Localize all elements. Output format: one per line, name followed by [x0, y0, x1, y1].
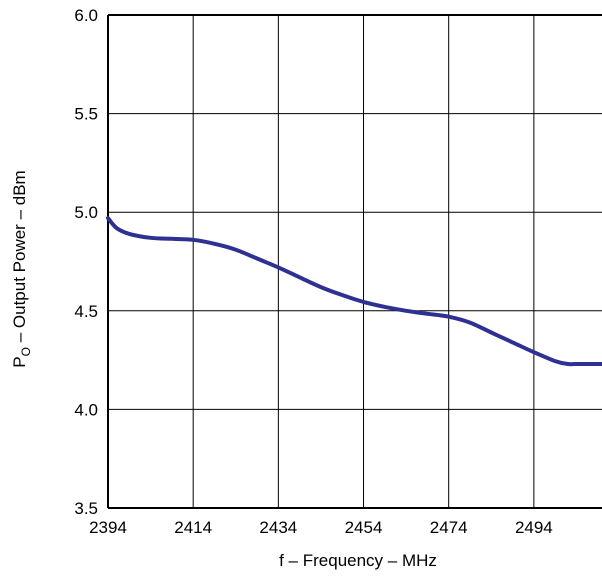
- y-axis-title-subscript: O: [19, 347, 33, 356]
- plot-frame: [107, 14, 602, 509]
- y-axis-title: PO – Output Power – dBm: [10, 170, 33, 367]
- y-tick-labels: 3.5 4.0 4.5 5.0 5.5 6.0: [74, 6, 98, 518]
- x-tick-label: 2394: [89, 518, 127, 537]
- x-tick-label: 2434: [259, 518, 297, 537]
- y-tick-label: 5.5: [74, 105, 98, 124]
- y-tick-label: 4.0: [74, 400, 98, 419]
- output-power-series-line: [106, 216, 602, 367]
- y-tick-label: 6.0: [74, 6, 98, 25]
- x-tick-label: 2454: [345, 518, 383, 537]
- grid: [107, 14, 602, 509]
- y-tick-label: 5.0: [74, 203, 98, 222]
- y-tick-label: 4.5: [74, 302, 98, 321]
- y-tick-label: 3.5: [74, 499, 98, 518]
- y-axis-title-suffix: – Output Power – dBm: [10, 170, 29, 347]
- x-tick-label: 2474: [430, 518, 468, 537]
- y-axis-title-prefix: P: [10, 356, 29, 367]
- x-axis-title: f – Frequency – MHz: [279, 551, 437, 570]
- x-tick-label: 2414: [174, 518, 212, 537]
- series-layer: [106, 216, 602, 367]
- x-tick-label: 2494: [515, 518, 553, 537]
- x-tick-labels: 2394 2414 2434 2454 2474 2494: [89, 518, 553, 537]
